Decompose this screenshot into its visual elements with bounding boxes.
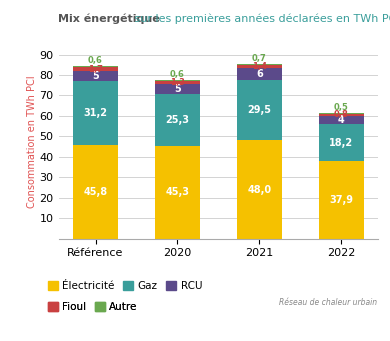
Bar [155, 80, 200, 81]
Text: 31,2: 31,2 [83, 108, 108, 118]
Bar [319, 116, 364, 124]
Text: 5: 5 [92, 71, 99, 81]
Text: 4: 4 [338, 115, 345, 125]
Text: 1,7: 1,7 [88, 65, 103, 74]
Text: 18,2: 18,2 [329, 137, 353, 148]
Bar [73, 71, 118, 81]
Text: 48,0: 48,0 [247, 184, 271, 195]
Legend: Fioul, Autre: Fioul, Autre [48, 302, 138, 312]
Bar [73, 81, 118, 145]
Bar [319, 161, 364, 239]
Text: 45,8: 45,8 [83, 187, 108, 197]
Bar [155, 84, 200, 94]
Bar [73, 145, 118, 239]
Text: 0,6: 0,6 [88, 56, 103, 65]
Text: Mix énergétique: Mix énergétique [58, 13, 160, 24]
Bar [73, 68, 118, 71]
Text: Réseau de chaleur urbain: Réseau de chaleur urbain [279, 298, 377, 307]
Text: 6: 6 [256, 69, 263, 79]
Bar [319, 114, 364, 116]
Text: 5: 5 [174, 84, 181, 94]
Text: 29,5: 29,5 [247, 105, 271, 115]
Text: 0,7: 0,7 [252, 54, 267, 62]
Text: 0,8: 0,8 [334, 110, 349, 119]
Text: 1,4: 1,4 [252, 62, 267, 71]
Text: 45,3: 45,3 [165, 187, 190, 197]
Bar [237, 80, 282, 140]
Text: 1,3: 1,3 [170, 78, 185, 87]
Bar [237, 68, 282, 80]
Bar [319, 113, 364, 114]
Bar [73, 66, 118, 68]
Bar [237, 63, 282, 65]
Text: sur les premières années déclarées en TWh PCI: sur les premières années déclarées en TW… [131, 13, 390, 24]
Bar [155, 146, 200, 239]
Bar [319, 124, 364, 161]
Text: 25,3: 25,3 [165, 115, 190, 125]
Text: 37,9: 37,9 [329, 195, 353, 205]
Y-axis label: Consommation en TWh PCI: Consommation en TWh PCI [27, 75, 37, 208]
Bar [155, 81, 200, 84]
Bar [237, 140, 282, 239]
Bar [155, 94, 200, 146]
Text: 0,5: 0,5 [334, 103, 349, 112]
Text: 0,6: 0,6 [170, 70, 185, 79]
Bar [237, 65, 282, 68]
